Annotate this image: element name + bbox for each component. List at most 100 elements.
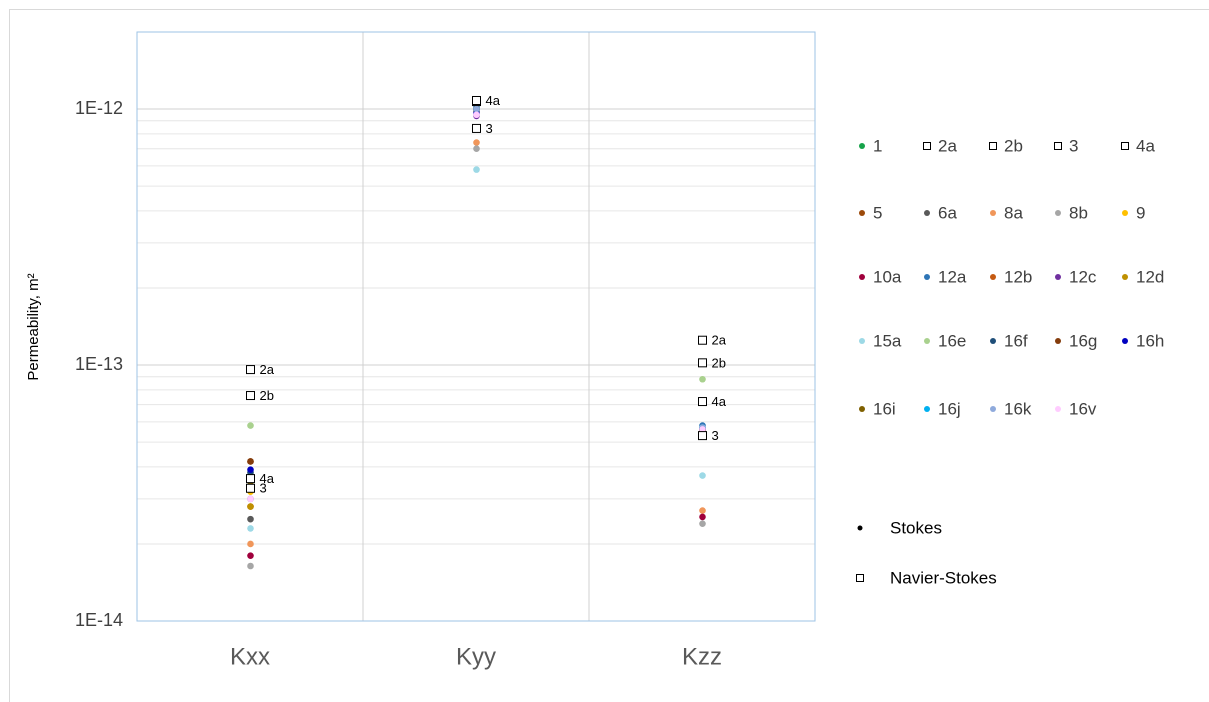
data-point [247,466,254,474]
data-point [246,483,255,493]
legend-marker [989,142,997,150]
data-label: 4a [260,471,275,486]
data-point [247,458,254,465]
legend-marker [1055,338,1061,344]
data-point [699,375,706,383]
data-label: 3 [260,481,267,496]
data-point [247,515,254,523]
data-label: 2a [712,333,727,348]
y-tick-label: 1E-14 [75,610,123,630]
data-label: 2b [260,388,274,403]
legend-label: 15a [873,331,902,350]
legend-label: 3 [1069,136,1078,155]
legend-label: 8a [1004,203,1023,222]
data-label: 4a [486,93,501,108]
legend-label: 16k [1004,399,1032,418]
legend-marker [1054,142,1062,150]
legend-label: 9 [1136,203,1145,222]
legend-marker [924,338,930,344]
data-point [699,507,706,514]
x-tick-label: Kxx [230,643,270,670]
data-point [246,474,255,484]
data-point [473,145,480,153]
data-label: 2b [712,355,726,370]
data-point [246,365,255,375]
legend-label: 12a [938,267,967,286]
legend-label: 16i [873,399,896,418]
legend-marker [1121,142,1129,150]
data-point [699,513,706,521]
plot-area-border [136,31,816,622]
legend-marker [1055,274,1061,280]
data-label: 3 [712,428,719,443]
data-point [247,552,254,559]
data-point [698,397,707,407]
data-point [473,139,480,146]
legend-marker [859,406,865,412]
x-tick-label: Kyy [456,643,496,670]
legend-label: 16j [938,399,961,418]
legend-label: 12d [1136,267,1164,286]
legend-marker [856,574,864,582]
legend-label: 2a [938,136,957,155]
data-point [473,111,480,119]
legend-label: Navier-Stokes [890,568,997,587]
data-point [473,105,480,113]
legend-label: 16g [1069,331,1097,350]
data-point [247,525,254,532]
legend-marker [857,525,863,531]
legend-label: 16e [938,331,966,350]
legend-marker [990,338,996,344]
legend-label: 12b [1004,267,1032,286]
legend-marker [859,210,865,216]
legend-marker [923,142,931,150]
legend-marker [859,338,865,344]
legend-label: 12c [1069,267,1097,286]
data-point [699,520,706,527]
data-point [473,166,480,173]
legend-label: Stokes [890,518,942,537]
legend-marker [990,274,996,280]
y-tick-label: 1E-13 [75,354,123,374]
data-label: 3 [486,121,493,136]
legend-label: 2b [1004,136,1023,155]
data-point [699,472,706,479]
data-point [246,391,255,401]
legend-marker [1055,210,1061,216]
data-point [698,335,707,345]
legend-marker [990,406,996,412]
legend-label: 1 [873,136,882,155]
legend-marker [859,143,865,149]
legend-label: 16v [1069,399,1097,418]
legend-marker [1122,274,1128,280]
legend-label: 8b [1069,203,1088,222]
legend-marker [1122,338,1128,344]
data-label: 2a [260,362,275,377]
legend-marker [859,274,865,280]
data-point [472,123,481,133]
legend-label: 16h [1136,331,1164,350]
legend-marker [924,210,930,216]
legend-marker [1122,210,1128,216]
legend-label: 4a [1136,136,1155,155]
legend-label: 16f [1004,331,1028,350]
data-point [247,495,254,503]
data-point [472,95,481,105]
legend-marker [924,406,930,412]
legend-marker [924,274,930,280]
legend-marker [1055,406,1061,412]
data-point [247,562,254,570]
data-point [247,422,254,429]
y-tick-label: 1E-12 [75,98,123,118]
data-point [698,431,707,441]
chart-border [9,9,1209,702]
legend-label: 5 [873,203,882,222]
x-tick-label: Kzz [682,643,722,670]
legend-label: 6a [938,203,957,222]
y-axis-title: Permeability, m² [25,273,42,380]
legend-label: 10a [873,267,902,286]
data-point [698,358,707,368]
data-point [247,540,254,548]
data-point [247,503,254,510]
